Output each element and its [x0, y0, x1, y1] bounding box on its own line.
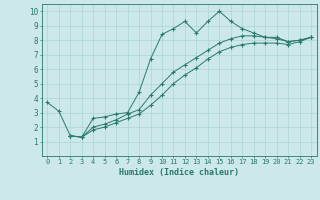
X-axis label: Humidex (Indice chaleur): Humidex (Indice chaleur) [119, 168, 239, 177]
